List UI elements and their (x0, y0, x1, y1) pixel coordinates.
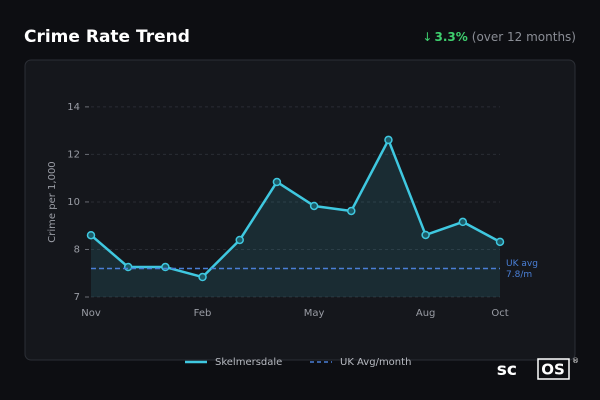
point (198, 272, 207, 282)
point (309, 201, 319, 211)
area (91, 139, 500, 297)
point (495, 237, 505, 247)
y-tick-label: 14 (67, 102, 80, 113)
change-value: 3.3% (434, 30, 467, 44)
change-summary: ↓ 3.3% (over 12 months) (422, 30, 576, 44)
reference-annotation: UK avg (506, 259, 538, 269)
x-tick-label: May (304, 308, 325, 319)
reference-annotation: 7.8/m (506, 270, 532, 280)
chart-panel (24, 59, 576, 361)
y-tick-label: 12 (67, 149, 80, 160)
y-axis-title: Crime per 1,000 (47, 161, 58, 242)
y-tick-label: 7 (74, 292, 80, 303)
logo: sc (497, 360, 517, 380)
point (235, 235, 244, 245)
logo-boxed: OS (541, 361, 565, 379)
point (347, 206, 356, 216)
point (123, 262, 133, 272)
legend-label: UK Avg/month (340, 357, 411, 368)
logo-box (537, 358, 570, 380)
change-note: (over 12 months) (472, 30, 576, 44)
logo-mark: ® (572, 357, 579, 365)
point (272, 177, 282, 187)
point (384, 135, 393, 145)
chart-title: Crime Rate Trend (24, 27, 190, 47)
y-tick-label: 10 (67, 197, 80, 208)
point (161, 262, 170, 272)
x-tick-label: Nov (81, 308, 101, 319)
x-tick-label: Feb (194, 308, 212, 319)
point (421, 230, 430, 240)
point (458, 217, 468, 227)
point (86, 230, 96, 240)
y-tick-label: 8 (74, 244, 80, 255)
x-tick-label: Oct (491, 308, 508, 319)
change-arrow: ↓ (422, 30, 432, 44)
legend-label: Skelmersdale (215, 357, 282, 368)
x-tick-label: Aug (416, 308, 436, 319)
line (90, 138, 501, 279)
